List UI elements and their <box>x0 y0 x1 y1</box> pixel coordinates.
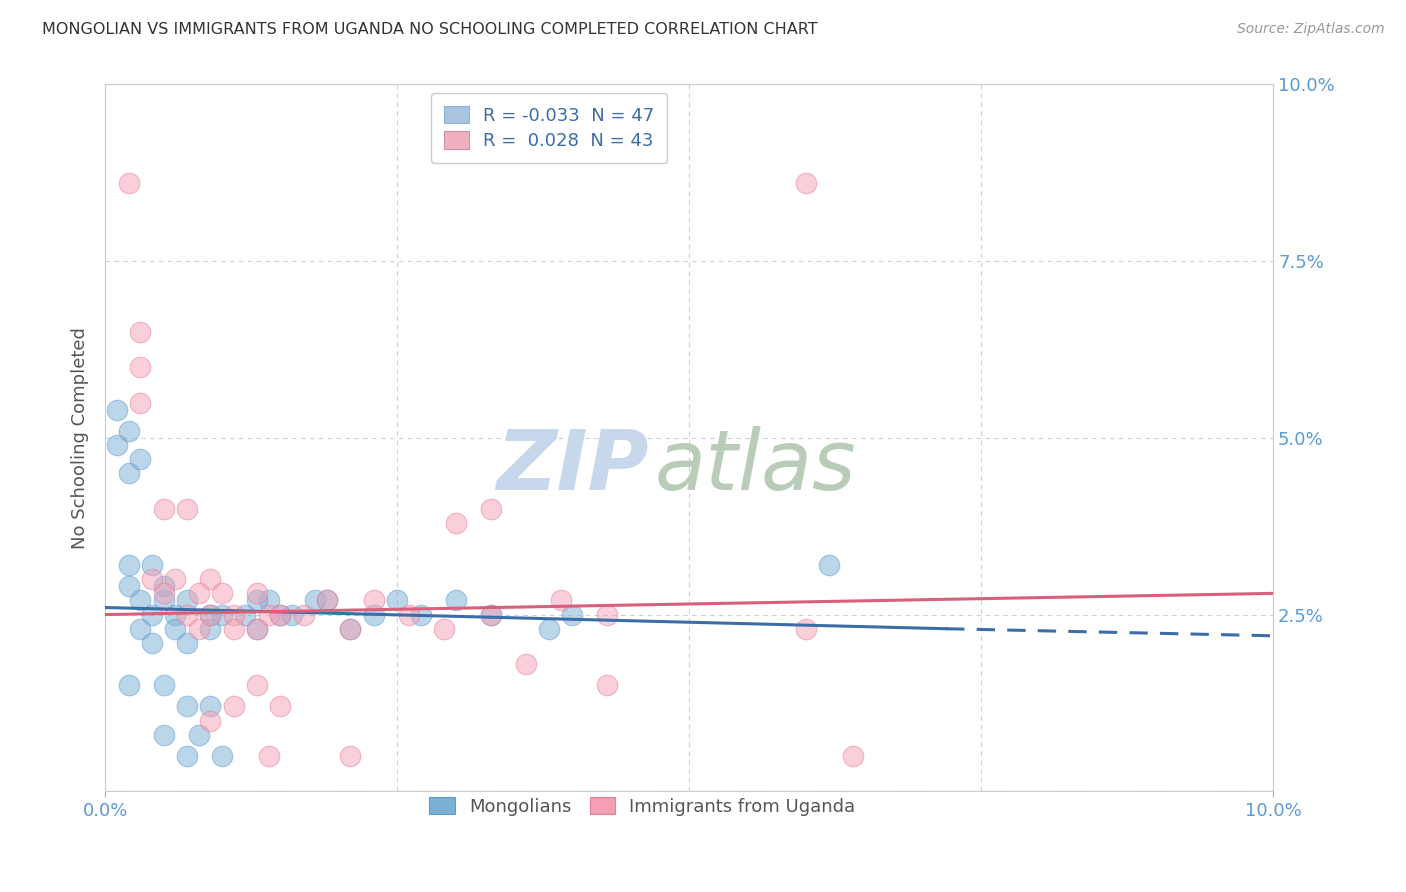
Point <box>176 636 198 650</box>
Point <box>117 467 139 481</box>
Point <box>129 593 152 607</box>
Point <box>550 593 572 607</box>
Point <box>176 607 198 622</box>
Point <box>165 607 187 622</box>
Legend: Mongolians, Immigrants from Uganda: Mongolians, Immigrants from Uganda <box>420 788 865 825</box>
Point <box>479 607 502 622</box>
Point <box>281 607 304 622</box>
Point <box>165 572 187 586</box>
Point <box>211 586 233 600</box>
Point <box>141 558 163 573</box>
Point <box>187 622 209 636</box>
Point <box>257 593 280 607</box>
Point <box>152 501 174 516</box>
Point <box>222 607 245 622</box>
Point <box>117 678 139 692</box>
Point <box>200 607 222 622</box>
Point <box>222 622 245 636</box>
Point <box>129 395 152 409</box>
Point <box>479 607 502 622</box>
Point <box>515 657 537 671</box>
Point <box>246 593 269 607</box>
Point <box>117 177 139 191</box>
Point <box>117 558 139 573</box>
Point <box>269 607 291 622</box>
Point <box>152 728 174 742</box>
Text: ZIP: ZIP <box>496 425 648 507</box>
Point <box>269 699 291 714</box>
Point <box>200 572 222 586</box>
Point <box>235 607 257 622</box>
Point <box>363 593 385 607</box>
Point <box>339 622 361 636</box>
Point <box>117 424 139 438</box>
Point <box>141 636 163 650</box>
Point <box>398 607 420 622</box>
Point <box>246 622 269 636</box>
Point <box>409 607 432 622</box>
Point <box>129 325 152 339</box>
Point <box>222 699 245 714</box>
Text: atlas: atlas <box>654 425 856 507</box>
Point <box>363 607 385 622</box>
Point <box>152 593 174 607</box>
Point <box>339 622 361 636</box>
Text: MONGOLIAN VS IMMIGRANTS FROM UGANDA NO SCHOOLING COMPLETED CORRELATION CHART: MONGOLIAN VS IMMIGRANTS FROM UGANDA NO S… <box>42 22 818 37</box>
Point <box>141 607 163 622</box>
Point <box>537 622 560 636</box>
Point <box>187 728 209 742</box>
Point <box>596 607 619 622</box>
Point <box>387 593 409 607</box>
Point <box>129 452 152 467</box>
Point <box>200 607 222 622</box>
Point <box>152 579 174 593</box>
Point <box>105 438 128 452</box>
Text: Source: ZipAtlas.com: Source: ZipAtlas.com <box>1237 22 1385 37</box>
Point <box>339 748 361 763</box>
Point <box>200 699 222 714</box>
Point <box>129 360 152 375</box>
Point <box>152 678 174 692</box>
Point <box>292 607 315 622</box>
Point <box>176 593 198 607</box>
Point <box>841 748 863 763</box>
Point <box>444 593 467 607</box>
Point <box>129 622 152 636</box>
Point <box>561 607 583 622</box>
Point <box>165 622 187 636</box>
Point <box>176 699 198 714</box>
Point <box>211 748 233 763</box>
Point <box>200 714 222 728</box>
Point <box>152 586 174 600</box>
Point <box>433 622 456 636</box>
Point <box>316 593 339 607</box>
Point <box>117 579 139 593</box>
Point <box>200 622 222 636</box>
Point <box>211 607 233 622</box>
Point <box>141 572 163 586</box>
Point <box>105 402 128 417</box>
Y-axis label: No Schooling Completed: No Schooling Completed <box>72 327 89 549</box>
Point <box>596 678 619 692</box>
Point <box>269 607 291 622</box>
Point <box>176 501 198 516</box>
Point <box>246 622 269 636</box>
Point <box>257 607 280 622</box>
Point <box>257 748 280 763</box>
Point <box>187 586 209 600</box>
Point <box>316 593 339 607</box>
Point <box>818 558 841 573</box>
Point <box>444 516 467 530</box>
Point <box>794 177 817 191</box>
Point <box>246 586 269 600</box>
Point <box>479 501 502 516</box>
Point <box>794 622 817 636</box>
Point <box>246 678 269 692</box>
Point <box>304 593 326 607</box>
Point <box>176 748 198 763</box>
